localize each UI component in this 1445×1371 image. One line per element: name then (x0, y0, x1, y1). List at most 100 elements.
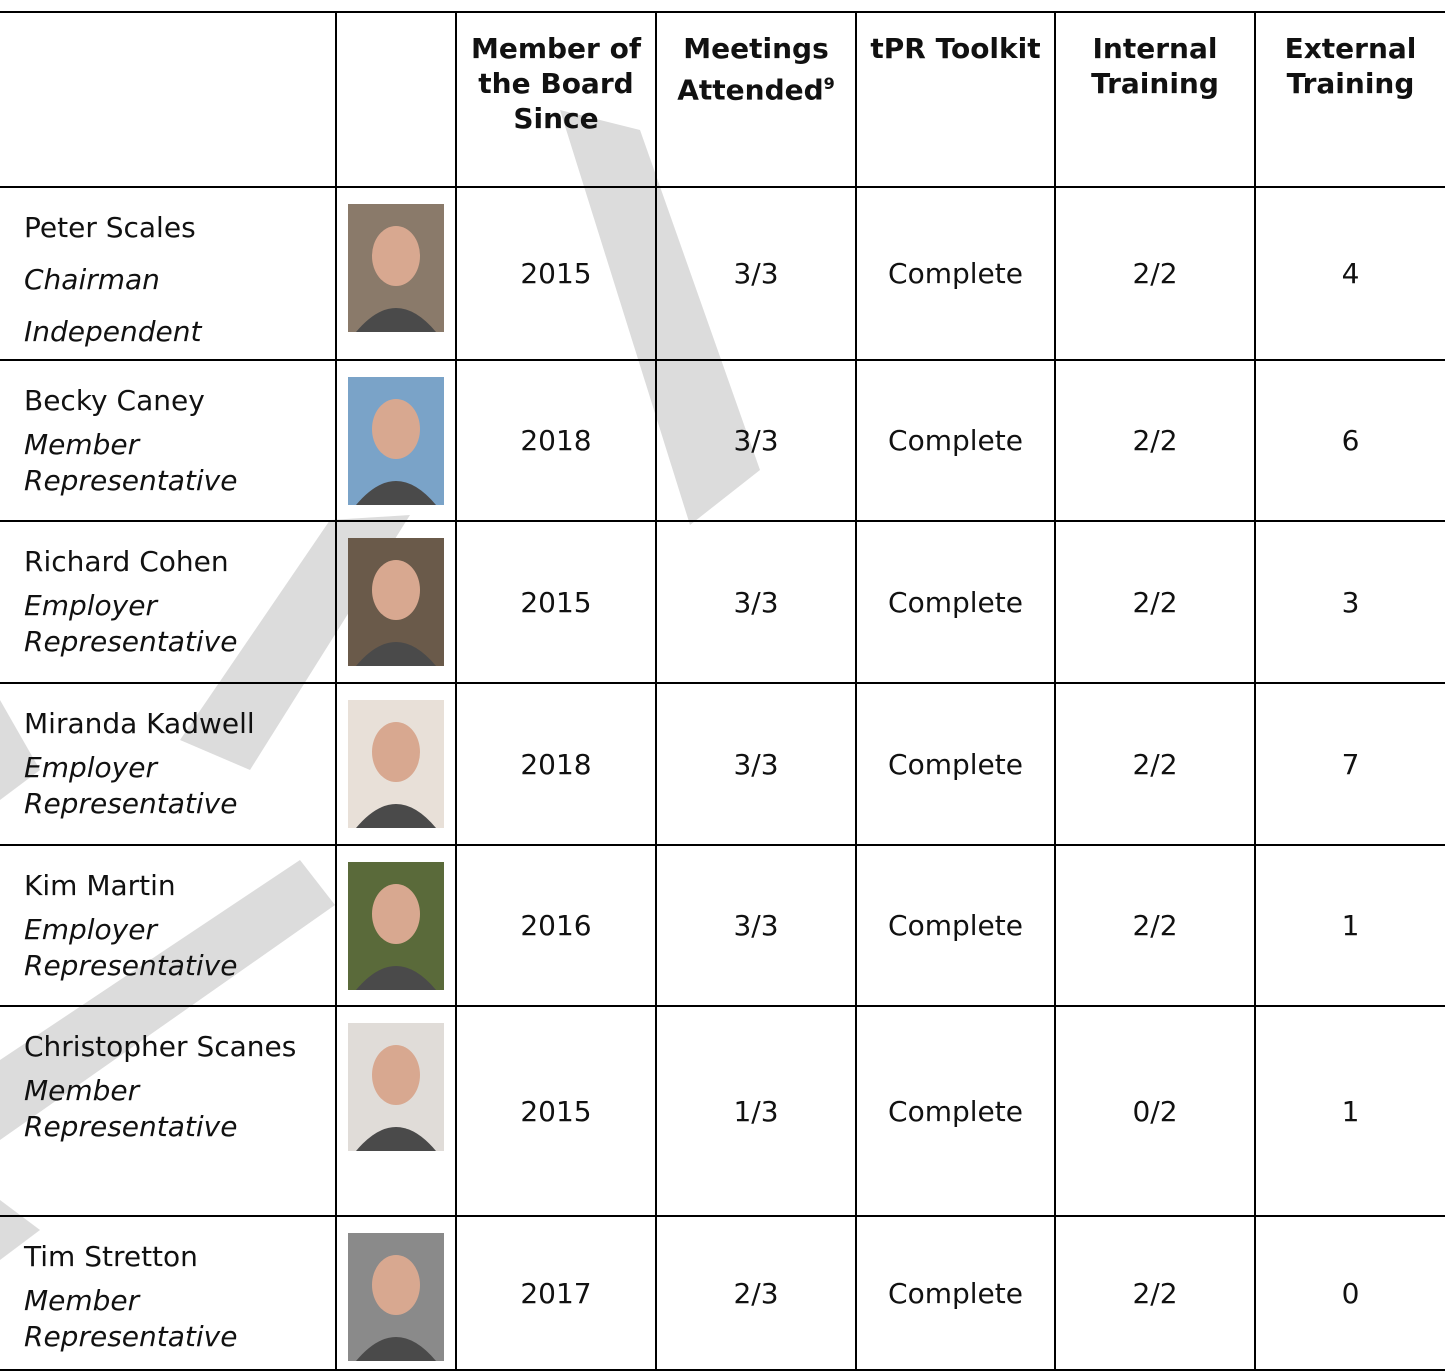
since-value: 2015 (520, 1095, 591, 1128)
internal-value: 2/2 (1132, 424, 1177, 457)
page: Member of the Board SinceMeetings Attend… (0, 0, 1445, 1369)
toolkit-value: Complete (888, 748, 1023, 781)
data-cell: 2018 (457, 361, 657, 522)
photo-cell (337, 846, 457, 1007)
header-text: Member of the Board Since (463, 31, 649, 136)
header-cell (337, 13, 457, 188)
data-cell: 7 (1256, 684, 1445, 846)
toolkit-value: Complete (888, 424, 1023, 457)
photo (348, 1023, 444, 1151)
data-cell: Complete (857, 361, 1056, 522)
header-cell: Internal Training (1056, 13, 1256, 188)
photo-cell (337, 684, 457, 846)
meetings-value: 1/3 (733, 1095, 778, 1128)
photo-cell (337, 361, 457, 522)
data-cell: 2/3 (657, 1217, 857, 1371)
data-cell: 2/2 (1056, 846, 1256, 1007)
member-role: Employer Representative (24, 750, 311, 822)
internal-value: 2/2 (1132, 257, 1177, 290)
toolkit-value: Complete (888, 1277, 1023, 1310)
photo-cell (337, 1007, 457, 1217)
internal-value: 2/2 (1132, 909, 1177, 942)
internal-value: 0/2 (1132, 1095, 1177, 1128)
internal-value: 2/2 (1132, 586, 1177, 619)
member-name: Richard Cohen (24, 536, 229, 588)
meetings-value: 3/3 (733, 748, 778, 781)
data-cell: Complete (857, 684, 1056, 846)
member-role: Member Representative (24, 427, 311, 499)
since-value: 2018 (520, 424, 591, 457)
header-cell (0, 13, 337, 188)
header-text: External Training (1262, 31, 1439, 101)
header-text: Meetings Attended9 (663, 31, 849, 107)
external-value: 3 (1342, 586, 1360, 619)
data-cell: 2016 (457, 846, 657, 1007)
toolkit-value: Complete (888, 909, 1023, 942)
external-value: 6 (1342, 424, 1360, 457)
name-cell: Miranda KadwellEmployer Representative (0, 684, 337, 846)
member-name: Tim Stretton (24, 1231, 198, 1283)
data-cell: 6 (1256, 361, 1445, 522)
since-value: 2015 (520, 257, 591, 290)
header-cell: Meetings Attended9 (657, 13, 857, 188)
data-cell: Complete (857, 188, 1056, 361)
data-cell: 2015 (457, 188, 657, 361)
data-cell: 2015 (457, 1007, 657, 1217)
external-value: 0 (1342, 1277, 1360, 1310)
header-text: tPR Toolkit (870, 31, 1040, 66)
data-cell: 4 (1256, 188, 1445, 361)
since-value: 2015 (520, 586, 591, 619)
name-cell: Richard CohenEmployer Representative (0, 522, 337, 684)
since-value: 2017 (520, 1277, 591, 1310)
footnote-ref: 9 (824, 74, 835, 93)
meetings-value: 3/3 (733, 257, 778, 290)
since-value: 2016 (520, 909, 591, 942)
photo (348, 1233, 444, 1361)
data-cell: Complete (857, 1007, 1056, 1217)
data-cell: 2/2 (1056, 684, 1256, 846)
member-name: Peter Scales (24, 202, 196, 254)
data-cell: 2018 (457, 684, 657, 846)
photo (348, 700, 444, 828)
data-cell: 0 (1256, 1217, 1445, 1371)
photo-cell (337, 1217, 457, 1371)
external-value: 7 (1342, 748, 1360, 781)
internal-value: 2/2 (1132, 1277, 1177, 1310)
data-cell: 1/3 (657, 1007, 857, 1217)
photo (348, 204, 444, 332)
data-cell: 3/3 (657, 188, 857, 361)
member-name: Becky Caney (24, 375, 205, 427)
member-role: Independent (24, 306, 201, 358)
data-cell: 3 (1256, 522, 1445, 684)
meetings-value: 3/3 (733, 424, 778, 457)
photo-cell (337, 188, 457, 361)
internal-value: 2/2 (1132, 748, 1177, 781)
meetings-value: 2/3 (733, 1277, 778, 1310)
toolkit-value: Complete (888, 257, 1023, 290)
data-cell: 1 (1256, 846, 1445, 1007)
member-role: Chairman (24, 254, 160, 306)
data-cell: 3/3 (657, 361, 857, 522)
member-role: Member Representative (24, 1073, 311, 1145)
member-name: Kim Martin (24, 860, 176, 912)
toolkit-value: Complete (888, 586, 1023, 619)
member-role: Employer Representative (24, 912, 311, 984)
header-cell: tPR Toolkit (857, 13, 1056, 188)
data-cell: 3/3 (657, 846, 857, 1007)
data-cell: 1 (1256, 1007, 1445, 1217)
meetings-value: 3/3 (733, 909, 778, 942)
since-value: 2018 (520, 748, 591, 781)
external-value: 1 (1342, 1095, 1360, 1128)
meetings-value: 3/3 (733, 586, 778, 619)
name-cell: Tim StrettonMember Representative (0, 1217, 337, 1371)
data-cell: 0/2 (1056, 1007, 1256, 1217)
toolkit-value: Complete (888, 1095, 1023, 1128)
photo-cell (337, 522, 457, 684)
header-cell: Member of the Board Since (457, 13, 657, 188)
data-cell: 2/2 (1056, 522, 1256, 684)
header-cell: External Training (1256, 13, 1445, 188)
data-cell: 3/3 (657, 522, 857, 684)
